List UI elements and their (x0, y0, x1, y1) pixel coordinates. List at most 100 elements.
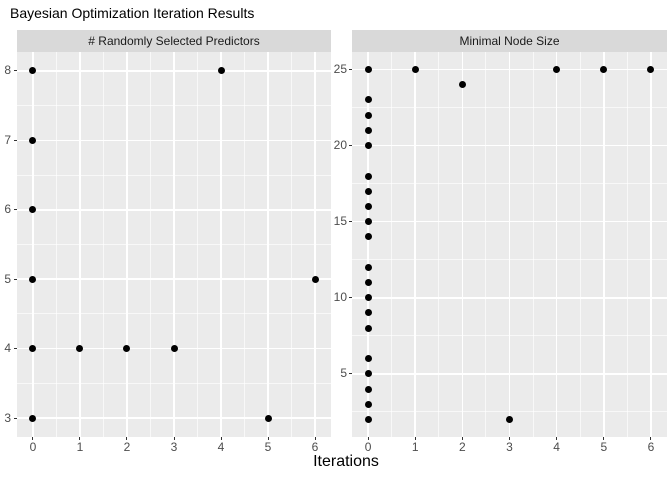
data-point (170, 345, 178, 353)
data-point (647, 66, 655, 73)
gridline-major-horizontal (352, 373, 667, 375)
data-point (29, 414, 37, 422)
gridline-major-vertical (314, 52, 316, 437)
data-point (364, 324, 372, 332)
data-point (553, 66, 561, 73)
x-tick-mark (220, 437, 222, 440)
y-tick-label: 4 (4, 341, 11, 356)
gridline-major-vertical (555, 52, 558, 437)
gridline-major-vertical (173, 52, 175, 437)
y-tick-mark (13, 348, 17, 350)
gridline-major-horizontal (17, 209, 331, 211)
y-tick-mark (13, 70, 17, 72)
data-point (458, 81, 466, 89)
y-tick-mark (13, 139, 17, 141)
y-tick-label: 25 (333, 62, 347, 76)
data-point (123, 345, 131, 353)
x-tick-mark (650, 437, 652, 440)
x-tick-label: 3 (506, 440, 513, 454)
gridline-minor-vertical (391, 52, 393, 437)
y-tick-mark (348, 297, 352, 299)
x-axis-title: Iterations (313, 453, 379, 470)
gridline-major-horizontal (17, 139, 331, 141)
data-point (29, 67, 37, 75)
y-tick-mark (13, 417, 17, 419)
data-point (364, 294, 372, 302)
data-point (29, 345, 37, 353)
y-tick-label: 5 (340, 366, 347, 381)
data-point (364, 279, 372, 287)
data-point (506, 416, 513, 423)
data-point (364, 96, 372, 104)
gridline-minor-vertical (438, 52, 440, 437)
x-tick-mark (367, 437, 369, 440)
y-tick-label: 15 (333, 214, 347, 229)
data-point (364, 66, 372, 73)
x-tick-label: 5 (600, 440, 608, 454)
gridline-major-horizontal (17, 278, 331, 280)
x-tick-label: 3 (170, 440, 178, 454)
x-tick-mark (556, 437, 558, 440)
x-tick-label: 6 (647, 440, 655, 454)
data-point (29, 136, 37, 144)
facet-strip-right: Minimal Node Size (352, 30, 667, 52)
data-point (364, 416, 372, 423)
gridline-major-vertical (508, 52, 511, 437)
data-point (600, 66, 608, 73)
y-tick-label: 8 (4, 63, 11, 78)
x-tick-label: 4 (217, 440, 225, 454)
data-point (29, 275, 37, 283)
gridline-minor-vertical (485, 52, 487, 437)
gridline-major-vertical (220, 52, 222, 437)
gridline-major-vertical (603, 52, 605, 437)
plot-panel-node-size (352, 52, 667, 437)
x-tick-label: 6 (311, 440, 319, 454)
data-point (217, 67, 225, 75)
y-tick-label: 6 (4, 202, 11, 217)
data-point (364, 142, 372, 150)
data-point (364, 218, 372, 226)
gridline-major-horizontal (352, 68, 667, 71)
data-point (364, 202, 372, 210)
data-point (364, 172, 372, 180)
x-tick-mark (126, 437, 128, 440)
gridline-major-vertical (267, 52, 269, 437)
x-tick-label: 4 (553, 440, 560, 454)
data-point (364, 400, 372, 408)
x-tick-label: 0 (29, 440, 37, 454)
y-tick-label: 5 (4, 271, 11, 286)
x-tick-label: 2 (123, 440, 131, 454)
data-point (364, 385, 372, 393)
x-tick-mark (461, 437, 463, 440)
data-point (29, 206, 37, 214)
gridline-major-vertical (650, 52, 652, 437)
gridline-major-horizontal (352, 144, 667, 147)
x-tick-label: 2 (459, 440, 466, 454)
gridline-major-horizontal (17, 417, 331, 419)
data-point (364, 126, 372, 134)
x-tick-label: 1 (76, 440, 84, 454)
gridline-major-vertical (414, 52, 416, 437)
gridline-major-vertical (367, 52, 369, 437)
y-tick-mark (13, 209, 17, 211)
facet-strip-right-label: Minimal Node Size (459, 34, 560, 48)
data-point (364, 233, 372, 241)
x-tick-mark (267, 437, 269, 440)
data-point (411, 66, 419, 73)
gridline-minor-vertical (579, 52, 581, 437)
y-tick-label: 3 (4, 410, 11, 425)
y-tick-mark (13, 278, 17, 280)
gridline-minor-vertical (626, 52, 628, 437)
data-point (364, 263, 372, 271)
y-tick-label: 10 (333, 290, 347, 305)
x-tick-mark (509, 437, 510, 440)
plot-panel-predictors (17, 52, 331, 437)
x-tick-mark (414, 437, 416, 440)
gridline-major-horizontal (17, 70, 331, 72)
x-tick-mark (79, 437, 81, 440)
x-tick-mark (314, 437, 316, 440)
data-point (364, 187, 372, 195)
gridline-major-vertical (79, 52, 81, 437)
data-point (364, 111, 372, 119)
